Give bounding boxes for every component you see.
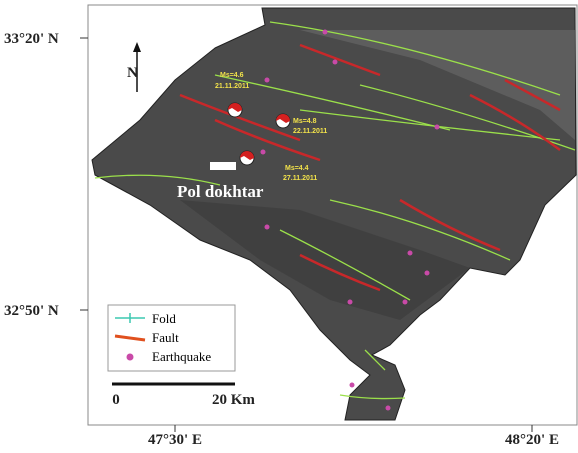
scale-end: 20 Km <box>212 392 255 408</box>
longitude-label: 47°30' E <box>148 432 202 448</box>
latitude-label: 32°50' N <box>4 303 59 319</box>
legend-label: Fold <box>152 311 176 326</box>
event-magnitude: Ms=4.8 <box>293 118 317 125</box>
latitude-label: 33°20' N <box>4 31 59 47</box>
legend: Fold Fault Earthquake <box>108 305 235 371</box>
north-label: N <box>127 65 138 81</box>
map: Ms=4.6 21.11.2011 Ms=4.8 22.11.2011 Ms=4… <box>0 0 578 453</box>
town-marker <box>210 162 236 170</box>
event-magnitude: Ms=4.6 <box>220 72 244 79</box>
legend-label: Fault <box>152 330 179 345</box>
legend-label: Earthquake <box>152 349 211 364</box>
scale-start: 0 <box>112 392 120 408</box>
town-label: Pol dokhtar <box>177 182 264 201</box>
event-date: 27.11.2011 <box>283 175 317 182</box>
longitude-label: 48°20' E <box>505 432 559 448</box>
event-date: 22.11.2011 <box>293 128 327 135</box>
event-magnitude: Ms=4.4 <box>285 165 309 172</box>
event-date: 21.11.2011 <box>215 83 249 90</box>
